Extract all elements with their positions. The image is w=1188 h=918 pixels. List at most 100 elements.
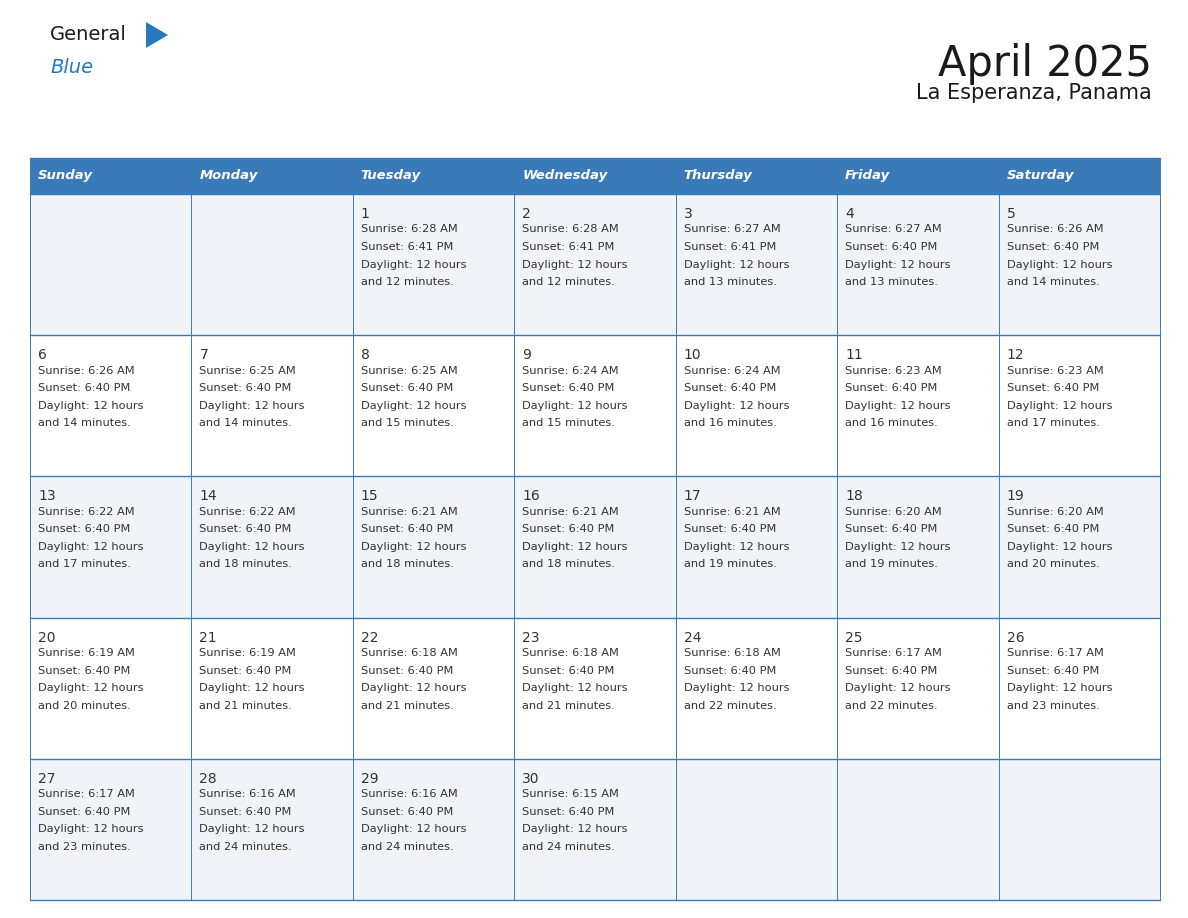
Text: 2: 2 (523, 207, 531, 221)
Text: and 18 minutes.: and 18 minutes. (523, 559, 615, 569)
Text: Daylight: 12 hours: Daylight: 12 hours (523, 542, 627, 552)
Text: Sunrise: 6:28 AM: Sunrise: 6:28 AM (361, 225, 457, 234)
Text: Daylight: 12 hours: Daylight: 12 hours (1006, 400, 1112, 410)
Text: Sunset: 6:40 PM: Sunset: 6:40 PM (38, 666, 131, 676)
Text: and 17 minutes.: and 17 minutes. (1006, 419, 1099, 428)
Text: 13: 13 (38, 489, 56, 503)
Text: Sunrise: 6:26 AM: Sunrise: 6:26 AM (1006, 225, 1104, 234)
Bar (30, 335, 1159, 476)
Text: Sunrise: 6:27 AM: Sunrise: 6:27 AM (845, 225, 942, 234)
Text: and 12 minutes.: and 12 minutes. (361, 277, 454, 287)
Text: 7: 7 (200, 348, 208, 363)
Text: Blue: Blue (50, 58, 93, 77)
Text: Daylight: 12 hours: Daylight: 12 hours (684, 542, 789, 552)
Text: Daylight: 12 hours: Daylight: 12 hours (200, 824, 305, 834)
Text: Daylight: 12 hours: Daylight: 12 hours (38, 683, 144, 693)
Text: and 22 minutes.: and 22 minutes. (684, 700, 776, 711)
Text: 29: 29 (361, 772, 379, 786)
Text: Daylight: 12 hours: Daylight: 12 hours (361, 400, 467, 410)
Text: 1: 1 (361, 207, 369, 221)
Text: Sunrise: 6:27 AM: Sunrise: 6:27 AM (684, 225, 781, 234)
Text: 17: 17 (684, 489, 701, 503)
Text: Sunday: Sunday (38, 170, 93, 183)
Text: Sunset: 6:40 PM: Sunset: 6:40 PM (200, 807, 292, 817)
Text: Daylight: 12 hours: Daylight: 12 hours (38, 542, 144, 552)
Text: and 16 minutes.: and 16 minutes. (845, 419, 937, 428)
Text: Sunrise: 6:16 AM: Sunrise: 6:16 AM (200, 789, 296, 800)
Bar (514, 158, 676, 194)
Text: Sunset: 6:40 PM: Sunset: 6:40 PM (38, 383, 131, 393)
Text: Daylight: 12 hours: Daylight: 12 hours (361, 542, 467, 552)
Text: Daylight: 12 hours: Daylight: 12 hours (361, 260, 467, 270)
Text: Sunset: 6:40 PM: Sunset: 6:40 PM (684, 666, 776, 676)
Text: Daylight: 12 hours: Daylight: 12 hours (684, 683, 789, 693)
Text: Sunrise: 6:18 AM: Sunrise: 6:18 AM (684, 648, 781, 658)
Text: Sunrise: 6:20 AM: Sunrise: 6:20 AM (845, 507, 942, 517)
Text: 27: 27 (38, 772, 56, 786)
Text: Sunrise: 6:17 AM: Sunrise: 6:17 AM (845, 648, 942, 658)
Text: Daylight: 12 hours: Daylight: 12 hours (1006, 683, 1112, 693)
Text: and 14 minutes.: and 14 minutes. (200, 419, 292, 428)
Text: and 16 minutes.: and 16 minutes. (684, 419, 777, 428)
Text: Daylight: 12 hours: Daylight: 12 hours (1006, 542, 1112, 552)
Text: and 15 minutes.: and 15 minutes. (361, 419, 454, 428)
Text: Sunrise: 6:21 AM: Sunrise: 6:21 AM (361, 507, 457, 517)
Text: and 17 minutes.: and 17 minutes. (38, 559, 131, 569)
Text: Wednesday: Wednesday (523, 170, 607, 183)
Text: Sunrise: 6:20 AM: Sunrise: 6:20 AM (1006, 507, 1104, 517)
Bar (30, 194, 1159, 335)
Text: Friday: Friday (845, 170, 890, 183)
Text: 5: 5 (1006, 207, 1016, 221)
Text: 21: 21 (200, 631, 217, 644)
Text: Monday: Monday (200, 170, 258, 183)
Text: Sunset: 6:40 PM: Sunset: 6:40 PM (684, 524, 776, 534)
Text: and 19 minutes.: and 19 minutes. (845, 559, 939, 569)
Text: Sunset: 6:40 PM: Sunset: 6:40 PM (1006, 524, 1099, 534)
Text: 23: 23 (523, 631, 539, 644)
Text: Sunrise: 6:16 AM: Sunrise: 6:16 AM (361, 789, 457, 800)
Text: Saturday: Saturday (1006, 170, 1074, 183)
Text: Sunrise: 6:23 AM: Sunrise: 6:23 AM (1006, 365, 1104, 375)
Bar (838, 158, 999, 194)
Text: Sunset: 6:41 PM: Sunset: 6:41 PM (684, 242, 776, 252)
Text: 6: 6 (38, 348, 46, 363)
Text: Sunset: 6:40 PM: Sunset: 6:40 PM (38, 807, 131, 817)
Text: Sunrise: 6:24 AM: Sunrise: 6:24 AM (684, 365, 781, 375)
Text: Sunset: 6:40 PM: Sunset: 6:40 PM (845, 666, 937, 676)
Text: Daylight: 12 hours: Daylight: 12 hours (200, 542, 305, 552)
Text: and 20 minutes.: and 20 minutes. (1006, 559, 1099, 569)
Text: Sunset: 6:40 PM: Sunset: 6:40 PM (845, 383, 937, 393)
Text: 26: 26 (1006, 631, 1024, 644)
Text: and 12 minutes.: and 12 minutes. (523, 277, 615, 287)
Text: 25: 25 (845, 631, 862, 644)
Text: Sunset: 6:40 PM: Sunset: 6:40 PM (200, 666, 292, 676)
Text: Daylight: 12 hours: Daylight: 12 hours (523, 824, 627, 834)
Text: Sunset: 6:40 PM: Sunset: 6:40 PM (523, 383, 614, 393)
Text: Daylight: 12 hours: Daylight: 12 hours (1006, 260, 1112, 270)
Text: Sunrise: 6:26 AM: Sunrise: 6:26 AM (38, 365, 134, 375)
Text: and 21 minutes.: and 21 minutes. (523, 700, 615, 711)
Text: and 18 minutes.: and 18 minutes. (200, 559, 292, 569)
Text: Sunset: 6:40 PM: Sunset: 6:40 PM (200, 524, 292, 534)
Text: Sunset: 6:40 PM: Sunset: 6:40 PM (361, 807, 454, 817)
Text: Thursday: Thursday (684, 170, 752, 183)
Text: 19: 19 (1006, 489, 1024, 503)
Text: Sunset: 6:40 PM: Sunset: 6:40 PM (845, 242, 937, 252)
Text: Daylight: 12 hours: Daylight: 12 hours (684, 260, 789, 270)
Text: and 24 minutes.: and 24 minutes. (523, 842, 615, 852)
Text: General: General (50, 25, 127, 44)
Text: 28: 28 (200, 772, 217, 786)
Text: Sunrise: 6:22 AM: Sunrise: 6:22 AM (200, 507, 296, 517)
Text: Sunrise: 6:23 AM: Sunrise: 6:23 AM (845, 365, 942, 375)
Text: Daylight: 12 hours: Daylight: 12 hours (523, 400, 627, 410)
Text: Daylight: 12 hours: Daylight: 12 hours (38, 400, 144, 410)
Text: Daylight: 12 hours: Daylight: 12 hours (361, 683, 467, 693)
Text: Sunset: 6:40 PM: Sunset: 6:40 PM (361, 524, 454, 534)
Text: Sunset: 6:40 PM: Sunset: 6:40 PM (361, 383, 454, 393)
Text: Daylight: 12 hours: Daylight: 12 hours (845, 683, 950, 693)
Text: Sunrise: 6:19 AM: Sunrise: 6:19 AM (38, 648, 135, 658)
Text: and 20 minutes.: and 20 minutes. (38, 700, 131, 711)
Text: April 2025: April 2025 (939, 43, 1152, 85)
Text: Sunrise: 6:19 AM: Sunrise: 6:19 AM (200, 648, 296, 658)
Text: Sunset: 6:40 PM: Sunset: 6:40 PM (1006, 383, 1099, 393)
